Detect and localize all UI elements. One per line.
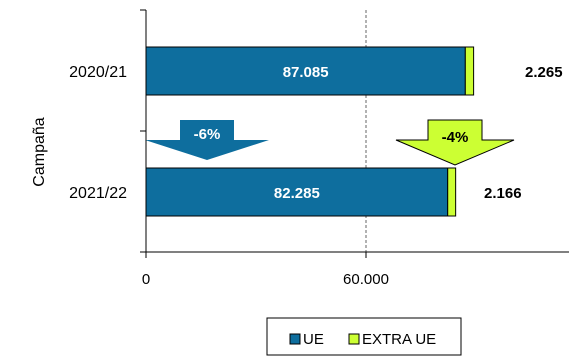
- data-label-extra-ue: 2.265: [525, 64, 563, 81]
- x-tick-label: 0: [142, 271, 150, 288]
- legend-label-ue: UE: [303, 331, 324, 348]
- annotation-label: -6%: [194, 126, 221, 143]
- y-axis-title: Campaña: [31, 117, 48, 186]
- category-label: 2020/21: [69, 64, 127, 81]
- x-tick-label: 60.000: [343, 271, 389, 288]
- bar-extra-ue: [447, 167, 457, 217]
- legend-label-extra-ue: EXTRA UE: [362, 331, 436, 348]
- legend-swatch-extra-ue: [348, 333, 360, 345]
- legend: UE EXTRA UE: [266, 317, 462, 356]
- bar-ue: [145, 46, 466, 96]
- data-label-extra-ue: 2.166: [484, 185, 522, 202]
- axis-layer: 0 60.000 2020/21 2021/22: [69, 9, 569, 288]
- annotations-layer: -6% -4%: [145, 119, 515, 166]
- data-label-ue: 87.085: [283, 64, 329, 81]
- data-label-ue: 82.285: [274, 185, 320, 202]
- annotation-label: -4%: [442, 129, 469, 146]
- annotation-arrow: [145, 120, 269, 160]
- bars-layer: [145, 46, 475, 217]
- category-label: 2021/22: [69, 185, 127, 202]
- legend-swatch-ue: [289, 333, 301, 345]
- annotation-arrow: [395, 119, 515, 166]
- bar-extra-ue: [464, 46, 475, 96]
- labels-layer: 87.085 2.265 82.285 2.166: [274, 64, 563, 202]
